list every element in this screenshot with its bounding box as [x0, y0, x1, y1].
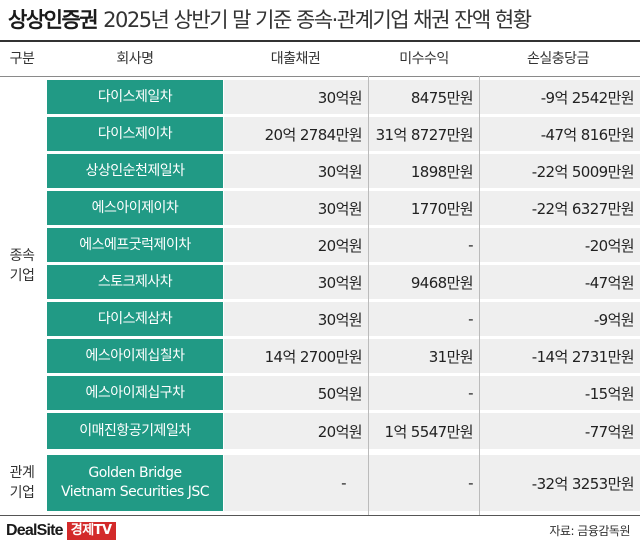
loan-value: 20억원 [317, 422, 363, 441]
table-row [224, 154, 640, 188]
header-loan: 대출채권 [270, 51, 321, 67]
logo-dealsite-text: DealSite [6, 522, 64, 539]
loan-value: 30억원 [317, 310, 363, 329]
interest-value: - [468, 384, 473, 402]
category-affiliate-line1: 관계 [9, 465, 35, 481]
table-row [224, 265, 640, 299]
table-row-name-line2: Vietnam Securities JSC [60, 484, 210, 500]
interest-value: 1억 5547만원 [384, 422, 474, 441]
table-row-name-line1: Golden Bridge [88, 465, 182, 481]
table-row [224, 228, 640, 262]
allowance-value: -47억원 [584, 273, 635, 292]
loan-value: 30억원 [317, 273, 363, 292]
table-row [224, 117, 640, 151]
allowance-value: -9억 2542만원 [540, 88, 635, 107]
loan-value: - [341, 474, 346, 492]
logo-tv-badge: 경제TV [66, 522, 116, 540]
table-row [224, 413, 640, 449]
category-affiliate-line2: 기업 [9, 485, 35, 501]
table-row-name: 다이스제이차 [47, 117, 223, 151]
allowance-value: -22억 6327만원 [531, 199, 635, 218]
top-rule [0, 40, 640, 42]
allowance-value: -22억 5009만원 [531, 162, 635, 181]
header-company: 회사명 [116, 51, 154, 67]
allowance-value: -15억원 [584, 384, 635, 403]
allowance-value: -9억원 [593, 310, 635, 329]
interest-value: 9468만원 [410, 273, 474, 292]
table-row [224, 80, 640, 114]
table-row-name: 에스에프굿럭제이차 [47, 228, 223, 262]
interest-value: 31만원 [428, 347, 474, 366]
table-row [224, 302, 640, 336]
interest-value: - [468, 236, 473, 254]
allowance-value: -47억 816만원 [540, 125, 635, 144]
source-note: 자료: 금융감독원 [549, 524, 630, 538]
header-category: 구분 [9, 51, 35, 67]
table-row [224, 191, 640, 225]
bottom-rule [0, 515, 640, 516]
category-affiliate: 관계 기업 [0, 455, 44, 511]
header-interest: 미수수익 [399, 51, 449, 67]
allowance-value: -32억 3253만원 [531, 474, 635, 493]
table-row-name: 다이스제삼차 [47, 302, 223, 336]
page-title: 상상인증권 2025년 상반기 말 기준 종속·관계기업 채권 잔액 현황 [8, 4, 532, 36]
table-row-name: Golden Bridge Vietnam Securities JSC [47, 455, 223, 511]
loan-value: 20억원 [317, 236, 363, 255]
loan-value: 30억원 [317, 88, 363, 107]
table-row-name: 다이스제일차 [47, 80, 223, 114]
loan-value: 14억 2700만원 [264, 347, 363, 366]
loan-value: 30억원 [317, 199, 363, 218]
dealsite-logo: DealSite 경제TV [6, 520, 116, 542]
column-divider [479, 76, 480, 515]
allowance-value: -77억원 [584, 422, 635, 441]
header-allowance: 손실충당금 [527, 51, 589, 67]
allowance-value: -20억원 [584, 236, 635, 255]
interest-value: 1770만원 [410, 199, 474, 218]
title-text: 2025년 상반기 말 기준 종속·관계기업 채권 잔액 현황 [103, 8, 532, 32]
table-row-name: 에스아이제십구차 [47, 376, 223, 410]
interest-value: - [468, 310, 473, 328]
loan-value: 50억원 [317, 384, 363, 403]
category-subsidiary: 종속 기업 [0, 80, 44, 452]
table-row-name: 상상인순천제일차 [47, 154, 223, 188]
allowance-value: -14억 2731만원 [531, 347, 635, 366]
table-row-name: 에스아이제십칠차 [47, 339, 223, 373]
interest-value: 31억 8727만원 [375, 125, 474, 144]
loan-value: 30억원 [317, 162, 363, 181]
category-subsidiary-line2: 기업 [9, 268, 35, 284]
table-row-name: 이매진항공기제일차 [47, 413, 223, 449]
table-row-name: 에스아이제이차 [47, 191, 223, 225]
column-divider [368, 76, 369, 515]
table-row [224, 339, 640, 373]
table-row-name: 스토크제사차 [47, 265, 223, 299]
table-row [224, 376, 640, 410]
loan-value: 20억 2784만원 [264, 125, 363, 144]
table-row [224, 455, 640, 511]
interest-value: - [468, 474, 473, 492]
title-brand: 상상인증권 [8, 8, 99, 32]
header-rule [0, 76, 640, 77]
interest-value: 8475만원 [410, 88, 474, 107]
category-subsidiary-line1: 종속 [9, 248, 35, 264]
interest-value: 1898만원 [410, 162, 474, 181]
